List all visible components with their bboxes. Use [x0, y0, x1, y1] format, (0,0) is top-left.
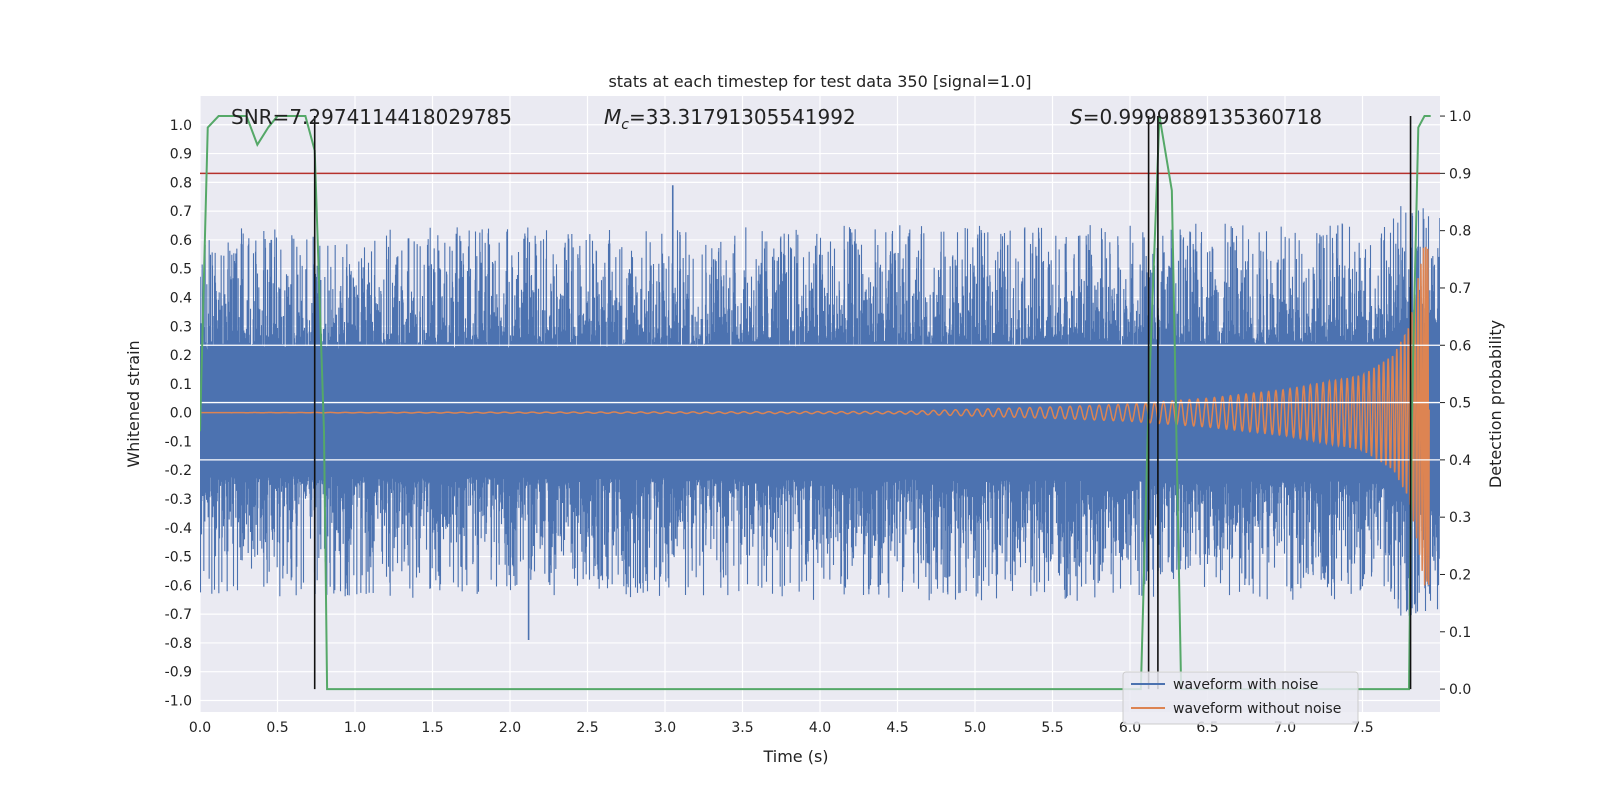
mc-annotation: Mc=33.31791305541992	[604, 105, 856, 133]
y2-tick-label: 0.1	[1449, 625, 1471, 641]
y-tick-label: -0.3	[165, 492, 192, 508]
series-detection-probability	[200, 115, 1431, 691]
y-tick-label: 0.4	[170, 290, 192, 306]
y-tick-label: -0.7	[165, 607, 192, 623]
x-tick-label: 0.0	[189, 720, 211, 736]
y2-tick-label: 0.8	[1449, 224, 1471, 240]
y-tick-label: -0.8	[165, 636, 192, 652]
tick-labels: 0.0 0.5 1.0 1.5 2.0 2.5 3.0 3.5 4.0 4.5 5.0 5.5 6.0 6…	[165, 109, 1472, 736]
x-axis-label: Time (s)	[762, 747, 828, 766]
y2-tick-label: 0.5	[1449, 396, 1471, 412]
legend-label-clean: waveform without noise	[1173, 701, 1341, 717]
y-tick-label: 0.7	[170, 204, 192, 220]
snr-prefix: SNR=	[231, 105, 289, 129]
y-tick-label: 0.9	[170, 147, 192, 163]
snr-annotation: SNR=7.2974114418029785	[231, 105, 512, 129]
x-tick-label: 0.5	[266, 720, 288, 736]
x-tick-label: 5.0	[964, 720, 986, 736]
x-tick-label: 2.5	[576, 720, 598, 736]
legend-label-noise: waveform with noise	[1173, 677, 1318, 693]
y2-tick-label: 0.2	[1449, 567, 1471, 583]
y-tick-label: -0.9	[165, 665, 192, 681]
x-tick-label: 3.5	[731, 720, 753, 736]
y-tick-label: -0.2	[165, 463, 192, 479]
y-tick-label: 0.1	[170, 377, 192, 393]
s-value: 0.9999889135360718	[1099, 105, 1322, 129]
legend-box	[1122, 671, 1359, 725]
y2-tick-label: 0.7	[1449, 281, 1471, 297]
x-tick-label: 1.0	[344, 720, 366, 736]
y-tick-label: 0.0	[170, 406, 192, 422]
y-tick-label: 1.0	[170, 118, 192, 134]
y2-tick-label: 1.0	[1449, 109, 1471, 125]
y-tick-label: -0.1	[165, 434, 192, 450]
s-annotation: S=0.9999889135360718	[1070, 105, 1322, 129]
y2-tick-label: 0.6	[1449, 338, 1471, 354]
y-tick-label: -0.4	[165, 521, 192, 537]
legend: waveform with noise waveform without noi…	[1122, 671, 1359, 725]
series-clean-waveform	[200, 246, 1430, 586]
y-tick-label: -1.0	[165, 693, 192, 709]
y-tick-label: -0.6	[165, 578, 192, 594]
y-axis-label: Whitened strain	[124, 340, 143, 467]
x-tick-label: 4.0	[809, 720, 831, 736]
x-tick-label: 5.5	[1041, 720, 1063, 736]
x-tick-label: 3.0	[654, 720, 676, 736]
x-tick-label: 4.5	[886, 720, 908, 736]
y-tick-label: 0.8	[170, 175, 192, 191]
mc-value: 33.31791305541992	[646, 105, 856, 129]
x-tick-label: 2.0	[499, 720, 521, 736]
y2-tick-label: 0.9	[1449, 166, 1471, 182]
mc-symbol: M	[604, 105, 621, 129]
s-symbol: S	[1070, 105, 1083, 129]
y-tick-label: 0.6	[170, 233, 192, 249]
mc-equals: =	[629, 105, 646, 129]
chart-title: stats at each timestep for test data 350…	[608, 72, 1031, 91]
y2-tick-label: 0.3	[1449, 510, 1471, 526]
y2-axis-label: Detection probability	[1486, 320, 1505, 488]
mc-subscript: c	[621, 117, 629, 133]
y-tick-label: 0.2	[170, 348, 192, 364]
y-tick-label: 0.3	[170, 319, 192, 335]
y-tick-label: 0.5	[170, 262, 192, 278]
y2-tick-label: 0.0	[1449, 682, 1471, 698]
y2-tick-label: 0.4	[1449, 453, 1471, 469]
snr-value: 7.2974114418029785	[289, 105, 512, 129]
y-tick-label: -0.5	[165, 550, 192, 566]
s-equals: =	[1083, 105, 1100, 129]
x-tick-label: 1.5	[421, 720, 443, 736]
data-layer	[200, 115, 1440, 691]
